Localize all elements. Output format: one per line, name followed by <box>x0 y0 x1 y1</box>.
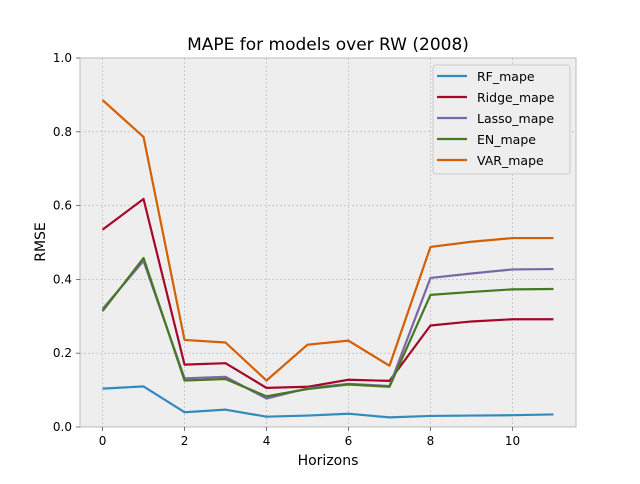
legend: RF_mape Ridge_mape Lasso_mape EN_mape VA… <box>433 65 570 174</box>
y-tick-label: 0.2 <box>53 346 72 360</box>
y-tick-label: 0.0 <box>53 420 72 434</box>
legend-label-var: VAR_mape <box>477 153 544 168</box>
y-tick-label: 1.0 <box>53 51 72 65</box>
legend-label-lasso: Lasso_mape <box>477 111 554 126</box>
chart-title: MAPE for models over RW (2008) <box>187 35 469 55</box>
y-tick-label: 0.4 <box>53 272 72 286</box>
x-tick-label: 2 <box>181 434 189 448</box>
x-tick-label: 6 <box>345 434 353 448</box>
y-tick-label: 0.8 <box>53 125 72 139</box>
x-axis-label: Horizons <box>298 453 359 469</box>
x-tick-label: 8 <box>427 434 435 448</box>
x-tick-label: 10 <box>505 434 520 448</box>
legend-label-ridge: Ridge_mape <box>477 90 555 105</box>
legend-label-en: EN_mape <box>477 132 536 147</box>
legend-label-rf: RF_mape <box>477 69 535 84</box>
x-tick-label: 4 <box>263 434 271 448</box>
y-axis-label: RMSE <box>33 222 49 262</box>
y-tick-label: 0.6 <box>53 199 72 213</box>
x-tick-label: 0 <box>99 434 107 448</box>
